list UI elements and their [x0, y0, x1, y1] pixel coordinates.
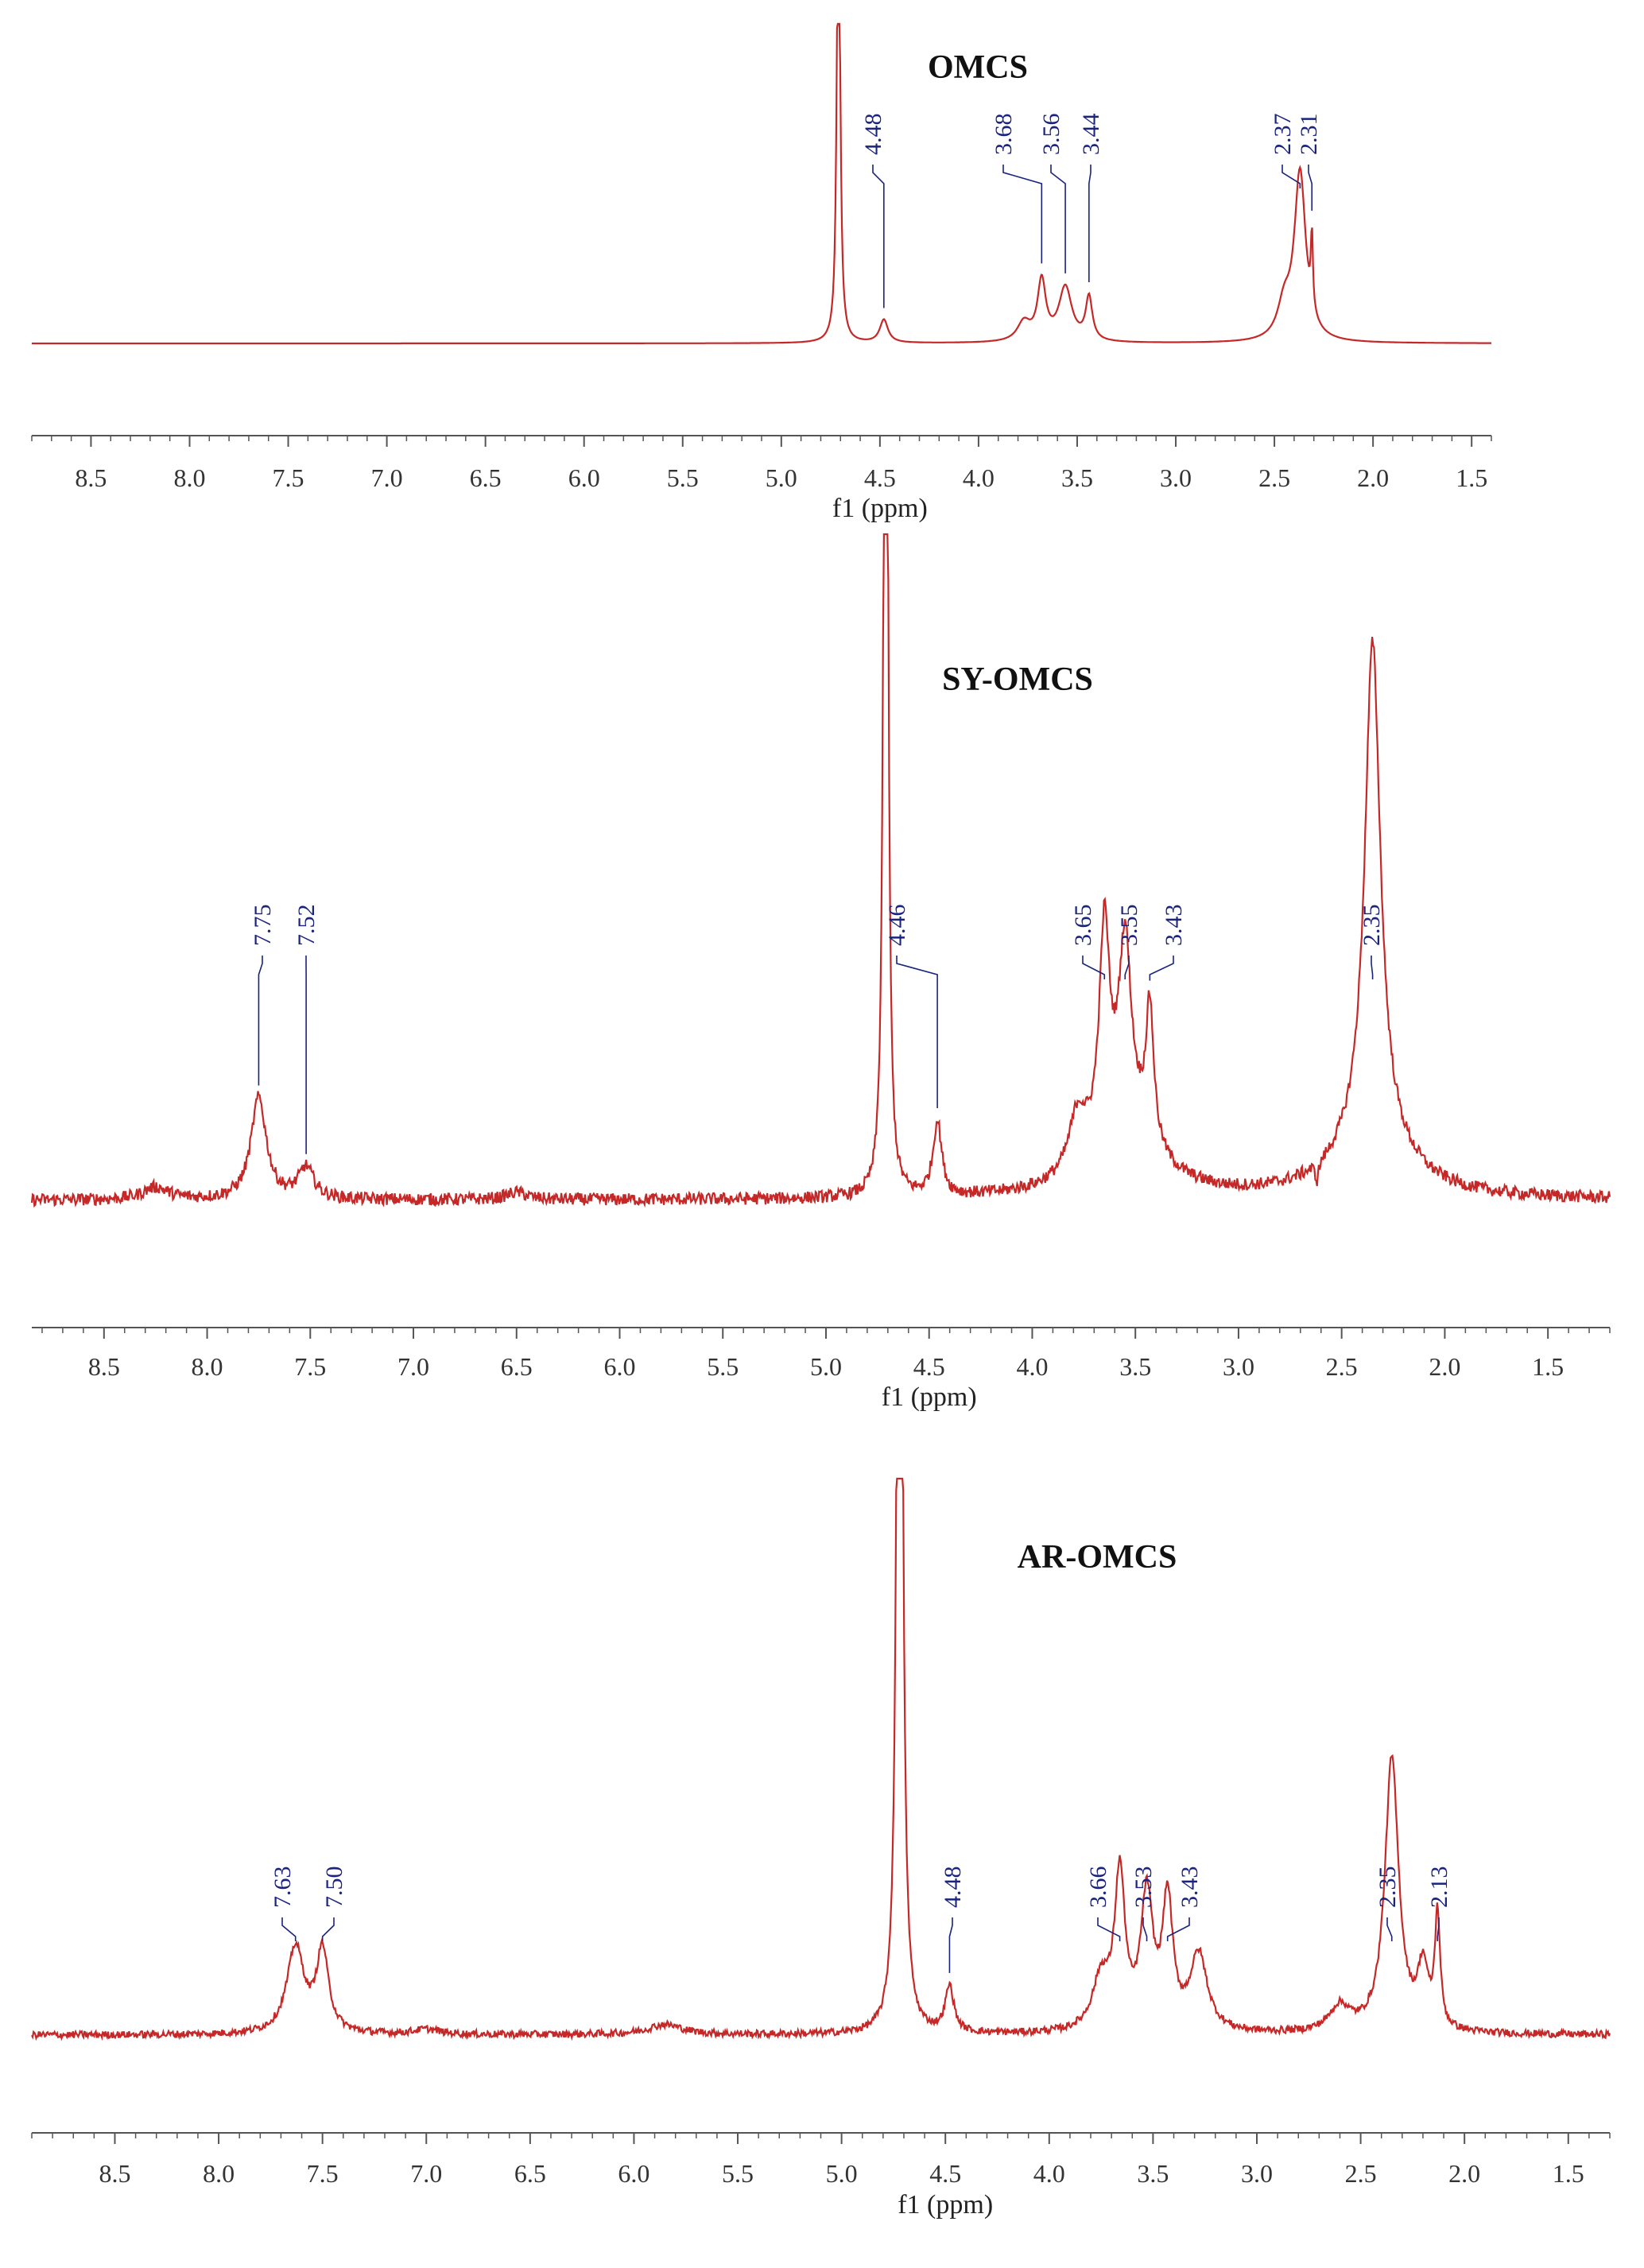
- peak-label: 3.55: [1116, 905, 1142, 947]
- x-tick-label: 8.5: [99, 2159, 130, 2188]
- peak-label-connector: [873, 165, 884, 308]
- spectrum-title: OMCS: [928, 49, 1028, 86]
- peak-label: 2.35: [1359, 905, 1385, 947]
- peak-label: 2.35: [1375, 1867, 1401, 1909]
- x-tick-label: 2.5: [1326, 1352, 1358, 1381]
- peak-label: 4.46: [884, 905, 910, 947]
- x-tick-label: 6.5: [501, 1352, 533, 1381]
- x-tick-label: 2.0: [1448, 2159, 1480, 2188]
- x-tick-label: 5.5: [722, 2159, 754, 2188]
- x-tick-label: 6.5: [470, 463, 502, 492]
- x-tick-label: 3.0: [1241, 2159, 1273, 2188]
- spectrum-panel-3: 8.5 8.0 7.5 7.0 6.5 6.0 5.5 5.0 4.5 4.0 3.5 3.0 2.5 2…: [32, 1479, 1610, 2220]
- x-tick-label: 5.0: [810, 1352, 842, 1381]
- x-tick-label: 3.0: [1223, 1352, 1254, 1381]
- x-tick-label: 8.5: [88, 1352, 120, 1381]
- x-tick-label: 3.5: [1061, 463, 1093, 492]
- peak-label: 3.65: [1070, 905, 1096, 947]
- x-tick-label: 5.5: [667, 463, 699, 492]
- x-tick-label: 4.5: [864, 463, 896, 492]
- x-tick-label: 2.5: [1258, 463, 1290, 492]
- peak-label: 2.13: [1426, 1867, 1452, 1909]
- x-tick-label: 4.0: [1016, 1352, 1048, 1381]
- peak-label-connector: [1125, 956, 1129, 979]
- peak-label: 2.37: [1270, 114, 1296, 156]
- peak-label: 4.48: [860, 114, 886, 156]
- peak-label-connector: [949, 1917, 952, 1973]
- peak-label: 3.43: [1161, 905, 1187, 947]
- peak-label-connector: [282, 1917, 296, 1941]
- peak-label: 3.53: [1130, 1867, 1157, 1909]
- x-tick-label: 6.0: [604, 1352, 636, 1381]
- peak-label: 7.75: [250, 905, 276, 947]
- spectrum-panel-2: 8.5 8.0 7.5 7.0 6.5 6.0 5.5 5.0 4.5 4.0 3.5 3.0 2.5 2…: [32, 534, 1610, 1412]
- peak-label-connector: [1003, 165, 1041, 263]
- x-tick-label: 1.5: [1553, 2159, 1584, 2188]
- x-tick-label: 7.5: [294, 1352, 326, 1381]
- peak-label: 3.66: [1085, 1867, 1111, 1909]
- peak-label-connector: [1143, 1917, 1147, 1941]
- peak-label: 3.44: [1078, 114, 1104, 156]
- x-tick-label: 6.0: [618, 2159, 649, 2188]
- peak-label-connector: [1387, 1917, 1392, 1941]
- peak-label-connector: [1098, 1917, 1120, 1941]
- x-tick-label: 2.0: [1429, 1352, 1460, 1381]
- peak-label-connector: [897, 956, 937, 1108]
- x-tick-label: 4.5: [913, 1352, 945, 1381]
- x-tick-label: 7.0: [410, 2159, 442, 2188]
- x-axis-label: f1 (ppm): [882, 1382, 977, 1412]
- x-tick-label: 5.0: [766, 463, 797, 492]
- spectrum-trace: [32, 534, 1610, 1206]
- x-tick-label: 6.5: [514, 2159, 546, 2188]
- peak-label-connector: [258, 956, 262, 1085]
- spectrum-trace: [32, 1479, 1610, 2038]
- x-tick-label: 8.0: [192, 1352, 223, 1381]
- x-tick-label: 7.0: [397, 1352, 429, 1381]
- x-tick-label: 2.5: [1345, 2159, 1377, 2188]
- x-axis-label: f1 (ppm): [898, 2190, 993, 2220]
- x-tick-label: 8.0: [203, 2159, 235, 2188]
- peak-label: 4.48: [940, 1867, 966, 1909]
- x-tick-label: 8.0: [173, 463, 205, 492]
- peak-label-connector: [1309, 165, 1312, 211]
- x-tick-label: 7.5: [273, 463, 304, 492]
- x-tick-label: 1.5: [1456, 463, 1487, 492]
- peak-label-connector: [1150, 956, 1173, 981]
- x-tick-label: 4.5: [929, 2159, 961, 2188]
- x-tick-label: 3.5: [1137, 2159, 1169, 2188]
- peak-label: 7.50: [321, 1867, 347, 1909]
- x-axis-label: f1 (ppm): [832, 494, 928, 523]
- peak-label-connector: [1089, 165, 1091, 282]
- peak-label: 3.68: [991, 114, 1017, 156]
- spectrum-title: AR-OMCS: [1018, 1539, 1177, 1576]
- x-tick-label: 5.5: [707, 1352, 739, 1381]
- peak-label-connector: [1051, 165, 1065, 273]
- x-tick-label: 6.0: [568, 463, 600, 492]
- peak-label: 2.31: [1296, 114, 1322, 156]
- x-tick-label: 7.0: [371, 463, 403, 492]
- x-tick-label: 4.0: [963, 463, 995, 492]
- x-tick-label: 4.0: [1033, 2159, 1065, 2188]
- x-tick-label: 8.5: [75, 463, 107, 492]
- peak-label: 7.63: [269, 1867, 296, 1909]
- peak-label-connector: [323, 1917, 334, 1941]
- x-tick-label: 7.5: [307, 2159, 339, 2188]
- peak-label: 3.43: [1177, 1867, 1203, 1909]
- peak-label: 3.56: [1038, 114, 1064, 156]
- peak-label: 7.52: [293, 905, 320, 947]
- peak-label-connector: [1371, 956, 1373, 979]
- spectrum-trace: [32, 24, 1491, 343]
- x-tick-label: 1.5: [1532, 1352, 1564, 1381]
- spectrum-title: SY-OMCS: [942, 661, 1093, 698]
- spectrum-panel-1: 8.5 8.0 7.5 7.0 6.5 6.0 5.5 5.0 4.5 4.0 3.5 3.0 2.5 2…: [32, 24, 1491, 523]
- x-tick-label: 3.5: [1119, 1352, 1151, 1381]
- x-tick-label: 3.0: [1160, 463, 1192, 492]
- x-tick-label: 2.0: [1357, 463, 1389, 492]
- x-tick-label: 5.0: [826, 2159, 858, 2188]
